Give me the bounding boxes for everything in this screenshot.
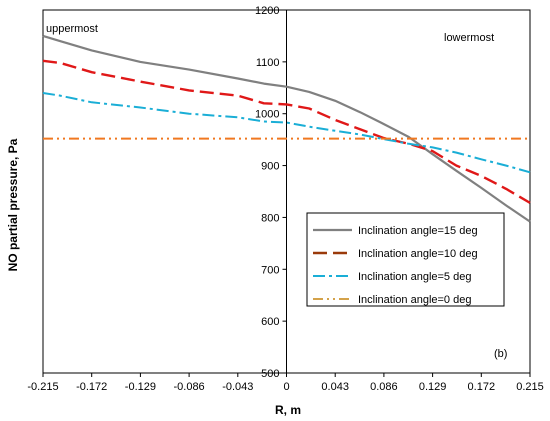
y-tick-label: 800 <box>261 212 279 224</box>
x-tick-label: 0.129 <box>419 381 447 393</box>
y-axis-title: NO partial pressure, Pa <box>6 138 20 271</box>
x-tick-label: 0 <box>283 381 289 393</box>
x-tick-label: 0.086 <box>370 381 398 393</box>
series-line-0 <box>42 34 531 223</box>
legend-label-2: Inclination angle=5 deg <box>358 271 471 283</box>
series-line-2 <box>42 92 531 174</box>
y-tick-label: 1000 <box>255 109 279 121</box>
y-tick-label: 500 <box>261 368 279 380</box>
x-tick-label: 0.172 <box>468 381 496 393</box>
x-tick-label: -0.215 <box>27 381 58 393</box>
y-tick-label: 900 <box>261 161 279 173</box>
legend-label-1: Inclination angle=10 deg <box>358 248 478 260</box>
y-tick-label: 1100 <box>256 57 280 69</box>
series-line-1 <box>42 59 531 204</box>
annotation-uppermost: uppermost <box>46 23 98 35</box>
annotation-panel: (b) <box>494 348 507 360</box>
legend: Inclination angle=15 deg Inclination angl… <box>306 212 505 307</box>
x-ticks: -0.215 -0.172 -0.129 -0.086 -0.043 0 0.043 0.08… <box>27 373 544 393</box>
x-tick-label: -0.043 <box>222 381 253 393</box>
x-tick-label: 0.215 <box>516 381 544 393</box>
x-tick-label: -0.129 <box>125 381 156 393</box>
y-ticks: 500 600 700 800 900 1000 1100 1200 <box>255 5 287 380</box>
x-axis-title: R, m <box>275 403 301 417</box>
x-tick-label: 0.043 <box>321 381 349 393</box>
legend-label-0: Inclination angle=15 deg <box>358 225 478 237</box>
y-tick-label: 700 <box>261 264 279 276</box>
series-lines <box>42 34 531 223</box>
y-tick-label: 600 <box>261 316 279 328</box>
annotation-lowermost: lowermost <box>444 32 494 44</box>
legend-box <box>306 212 505 307</box>
legend-label-3: Inclination angle=0 deg <box>358 294 471 306</box>
x-tick-label: -0.172 <box>76 381 107 393</box>
y-tick-label: 1200 <box>255 5 279 17</box>
x-tick-label: -0.086 <box>173 381 204 393</box>
